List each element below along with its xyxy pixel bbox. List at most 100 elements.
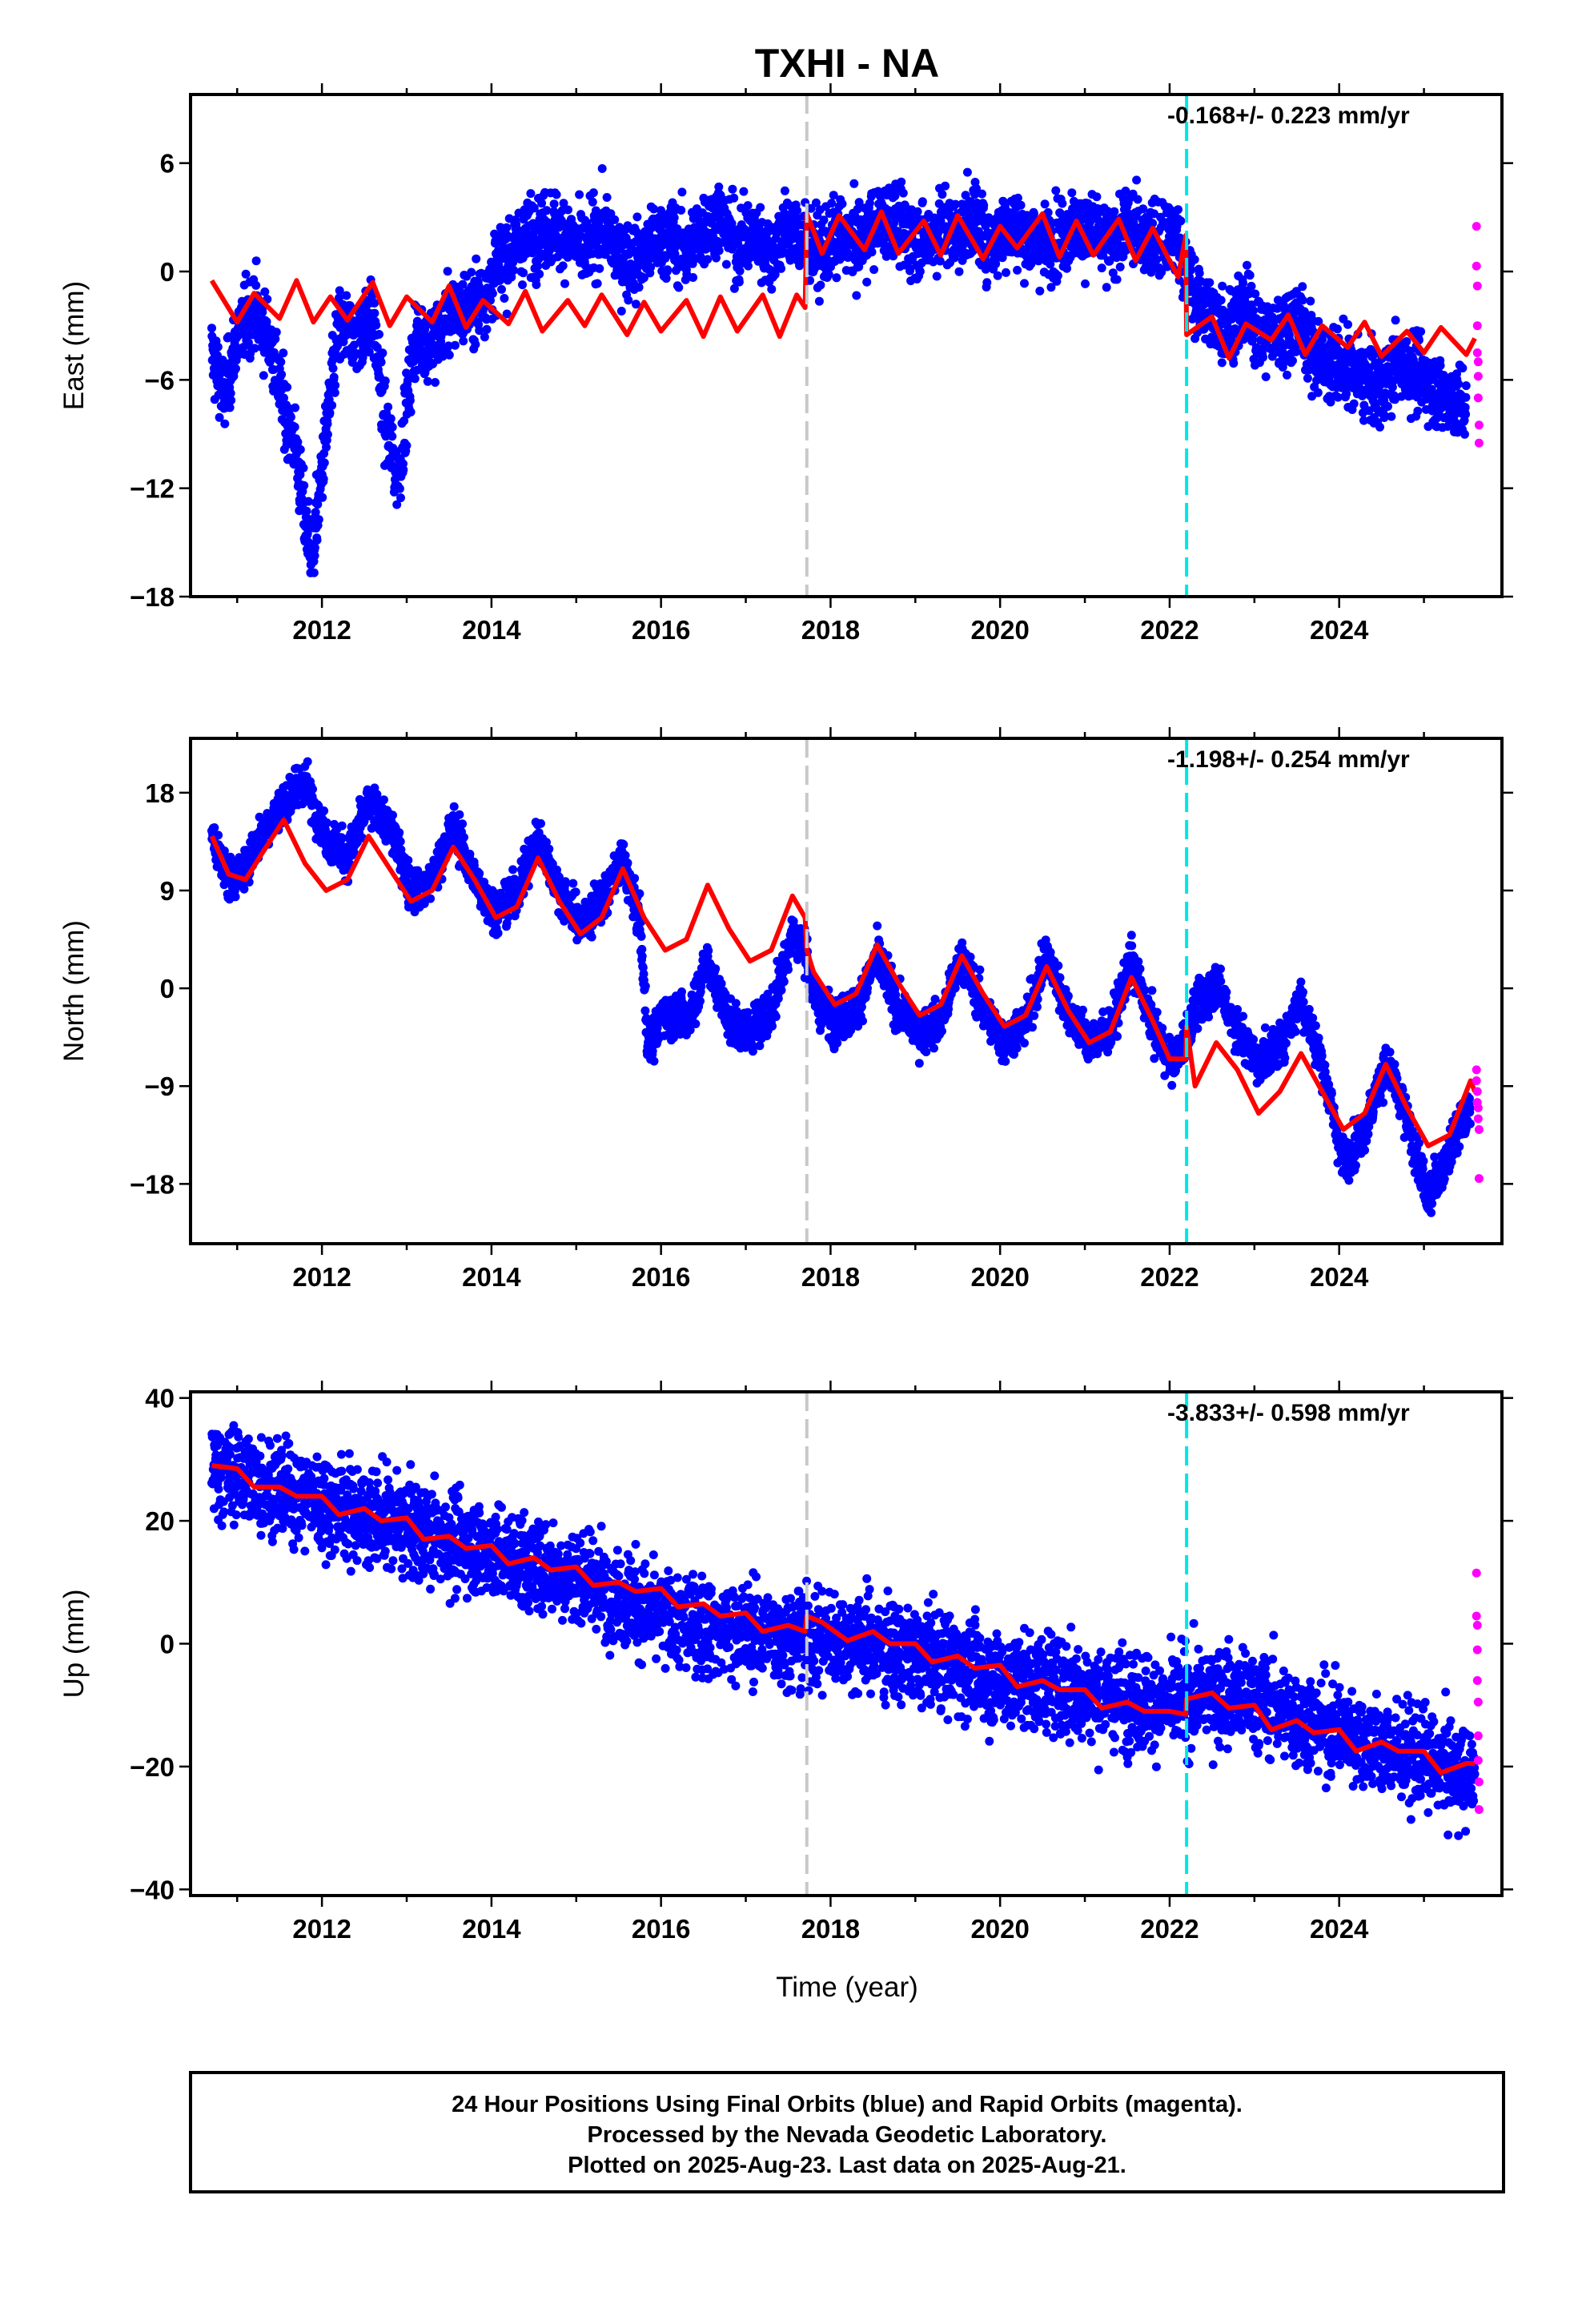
data-point — [917, 197, 927, 207]
rate-label: -0.168+/- 0.223 mm/yr — [1167, 103, 1410, 129]
data-point — [370, 308, 379, 318]
data-point — [1298, 296, 1307, 305]
data-point — [1092, 192, 1102, 202]
data-point — [1326, 397, 1335, 407]
data-point — [646, 263, 656, 272]
data-point — [322, 443, 331, 452]
data-point — [661, 253, 670, 263]
data-point — [793, 206, 802, 215]
data-point — [714, 182, 724, 191]
y-axis-label: East (mm) — [58, 281, 90, 410]
data-point — [1013, 193, 1022, 203]
data-point — [431, 378, 440, 387]
rapid-point — [1473, 393, 1483, 403]
data-point — [993, 271, 1002, 280]
data-point — [467, 267, 476, 277]
data-point — [1279, 358, 1289, 368]
data-point — [364, 348, 374, 357]
x-tick-label: 2018 — [801, 615, 860, 645]
data-point — [862, 277, 872, 287]
data-point — [712, 253, 721, 263]
data-point — [661, 274, 671, 283]
data-point — [669, 213, 679, 223]
data-point — [1349, 399, 1359, 408]
data-point — [624, 296, 633, 305]
data-point — [319, 806, 329, 815]
data-point — [399, 465, 408, 475]
data-point — [1051, 186, 1061, 195]
data-point — [1379, 411, 1389, 420]
data-point — [405, 396, 415, 405]
data-point — [370, 299, 379, 308]
data-point — [1027, 246, 1037, 255]
data-point — [378, 348, 387, 358]
data-point — [1288, 356, 1297, 365]
rapid-point — [1472, 222, 1481, 231]
data-point — [1306, 296, 1315, 306]
data-point — [885, 186, 894, 195]
data-point — [1002, 267, 1010, 277]
data-point — [962, 167, 972, 177]
data-point — [1043, 207, 1053, 217]
y-ticks — [179, 162, 1513, 598]
data-point — [502, 309, 512, 319]
data-point — [336, 833, 346, 842]
data-point — [588, 197, 597, 207]
data-point — [677, 187, 687, 197]
data-point — [318, 493, 327, 502]
data-point — [1150, 209, 1158, 219]
data-point — [549, 199, 559, 209]
data-point — [262, 317, 271, 327]
x-tick-label: 2024 — [1310, 615, 1369, 645]
data-point — [729, 193, 739, 203]
y-tick-label: −18 — [130, 582, 175, 612]
data-point — [396, 493, 405, 503]
data-point — [1247, 281, 1256, 291]
data-point — [215, 412, 224, 422]
data-point — [444, 341, 453, 351]
data-point — [319, 458, 329, 468]
data-point — [1046, 259, 1055, 269]
data-point — [632, 212, 642, 222]
data-point — [897, 177, 906, 187]
data-point — [1460, 403, 1470, 412]
data-point — [867, 247, 877, 257]
data-point — [1195, 268, 1204, 278]
data-point — [1053, 271, 1062, 280]
rapid-point — [1472, 281, 1482, 291]
data-point — [1391, 316, 1400, 325]
data-point — [837, 199, 847, 208]
data-point — [881, 251, 891, 261]
data-point — [755, 225, 765, 235]
data-point — [853, 204, 862, 214]
data-point — [402, 440, 412, 450]
data-point — [1040, 199, 1050, 209]
data-point — [991, 259, 1001, 269]
data-point — [322, 818, 331, 827]
data-point — [410, 374, 420, 384]
data-point — [1314, 316, 1323, 326]
data-point — [1138, 204, 1148, 214]
data-point — [610, 215, 620, 224]
data-point — [1375, 422, 1384, 432]
data-point — [342, 291, 351, 300]
data-point — [367, 292, 377, 301]
data-point — [1298, 282, 1307, 292]
data-point — [1244, 289, 1254, 299]
data-point — [302, 506, 311, 516]
data-point — [689, 273, 698, 282]
data-point — [631, 300, 640, 309]
data-point — [1245, 271, 1255, 280]
rapid-point — [1472, 321, 1482, 331]
data-point — [251, 256, 261, 266]
data-point — [507, 272, 516, 282]
data-point — [827, 199, 837, 208]
x-tick-label: 2012 — [292, 615, 351, 645]
data-point — [560, 279, 569, 288]
rapid-point — [1472, 261, 1481, 271]
data-point — [251, 280, 261, 290]
data-point — [396, 837, 405, 846]
data-point — [299, 463, 308, 472]
data-point — [406, 408, 416, 416]
data-point — [533, 261, 543, 271]
